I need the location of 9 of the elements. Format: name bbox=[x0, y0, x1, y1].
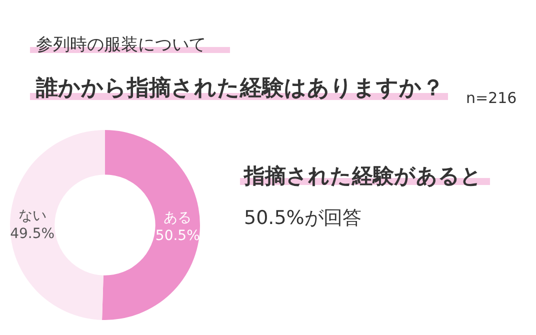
chart-subtitle: 誰かから指摘された経験はありますか？ bbox=[35, 75, 444, 101]
slice-label: ある bbox=[164, 210, 192, 226]
chart-title: 参列時の服装について bbox=[36, 35, 206, 55]
data-label: 50.5% bbox=[155, 228, 200, 244]
slice-label: ない bbox=[18, 208, 46, 224]
data-label: 49.5% bbox=[10, 226, 55, 242]
text: 指摘された経験があると bbox=[243, 164, 482, 188]
text: 50.5%が回答 bbox=[244, 207, 362, 229]
text: n=216 bbox=[466, 89, 517, 107]
